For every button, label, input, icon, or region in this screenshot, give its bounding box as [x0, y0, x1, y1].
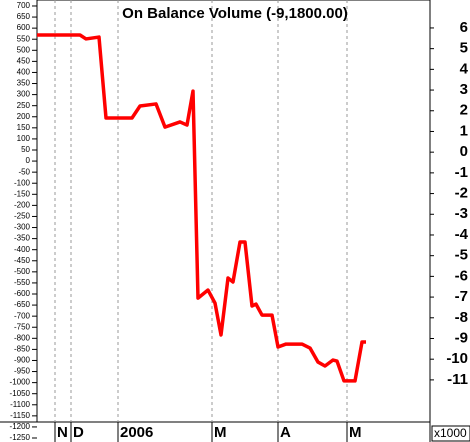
y-tick-label: 4 — [460, 60, 469, 77]
y2-tick-label: -50 — [18, 167, 30, 176]
y-tick-label: 3 — [460, 81, 468, 98]
y2-tick-label: -900 — [14, 356, 31, 365]
y2-tick-label: 50 — [21, 145, 30, 154]
multiplier-box — [431, 425, 470, 442]
y2-tick-label: -300 — [14, 223, 31, 232]
y2-tick-label: 500 — [17, 45, 31, 54]
x-tick-label: 2006 — [120, 424, 153, 441]
y2-tick-label: -100 — [14, 178, 31, 187]
y2-tick-label: 450 — [17, 56, 31, 65]
y2-tick-label: -200 — [14, 200, 31, 209]
y-tick-label: -11 — [447, 371, 468, 388]
y2-tick-label: 200 — [17, 112, 31, 121]
y2-tick-label: -800 — [14, 333, 31, 342]
x-tick-label: N — [57, 424, 68, 441]
y2-tick-label: 700 — [17, 1, 31, 10]
y-tick-label: 0 — [460, 143, 468, 160]
y-tick-label: -7 — [455, 288, 468, 305]
y2-tick-label: -500 — [14, 267, 31, 276]
plot-frame — [36, 0, 431, 423]
y2-tick-label: 400 — [17, 68, 31, 77]
y2-tick-label: 250 — [17, 101, 31, 110]
y2-tick-label: -150 — [14, 189, 31, 198]
y2-tick-label: -850 — [14, 344, 31, 353]
y-tick-label: -2 — [455, 185, 468, 202]
y2-tick-label: -400 — [14, 245, 31, 254]
y-tick-label: 6 — [460, 19, 468, 36]
y2-tick-label: 550 — [17, 34, 31, 43]
y2-tick-label: -250 — [14, 212, 31, 221]
y2-tick-label: 650 — [17, 12, 31, 21]
y-tick-label: -3 — [455, 205, 468, 222]
y2-tick-label: -550 — [14, 278, 31, 287]
y2-tick-label: 0 — [26, 156, 31, 165]
x-tick-label: D — [73, 424, 84, 441]
y2-tick-label: -700 — [14, 311, 31, 320]
y2-tick-label: -350 — [14, 234, 31, 243]
x-tick-label: M — [349, 424, 362, 441]
y2-tick-label: -1000 — [10, 378, 31, 387]
y2-tick-label: -750 — [14, 322, 31, 331]
y2-tick-label: -950 — [14, 367, 31, 376]
y-tick-label: 2 — [460, 102, 468, 119]
y2-tick-label: -1100 — [10, 400, 30, 409]
y2-tick-label: 100 — [17, 134, 31, 143]
y-tick-label: -10 — [446, 350, 468, 367]
x-tick-label: A — [280, 424, 291, 441]
y-multiplier: x1000 — [434, 426, 467, 440]
y2-tick-label: -450 — [14, 256, 31, 265]
x-tick-label: M — [214, 424, 227, 441]
y-tick-label: -5 — [455, 247, 468, 264]
y2-tick-label: -1200 — [10, 422, 31, 431]
y2-tick-label: -1150 — [10, 411, 30, 420]
chart-title: On Balance Volume (-9,1800.00) — [122, 5, 348, 22]
y-tick-label: -1 — [455, 164, 468, 181]
y-tick-label: -6 — [455, 267, 468, 284]
y2-tick-label: -1050 — [10, 389, 31, 398]
y-tick-label: 1 — [460, 122, 468, 139]
y-tick-label: -4 — [455, 226, 469, 243]
y2-tick-label: 150 — [17, 123, 31, 132]
y-tick-label: -9 — [455, 329, 468, 346]
y2-tick-label: 300 — [17, 90, 31, 99]
y2-tick-label: -650 — [14, 300, 31, 309]
data-line — [37, 33, 366, 383]
y2-tick-label: -1250 — [10, 433, 31, 442]
y2-tick-label: -600 — [14, 289, 31, 298]
y2-tick-label: 350 — [17, 79, 31, 88]
y-tick-label: 5 — [460, 40, 468, 57]
y-tick-label: -8 — [455, 309, 468, 326]
y2-tick-label: 600 — [17, 23, 31, 32]
